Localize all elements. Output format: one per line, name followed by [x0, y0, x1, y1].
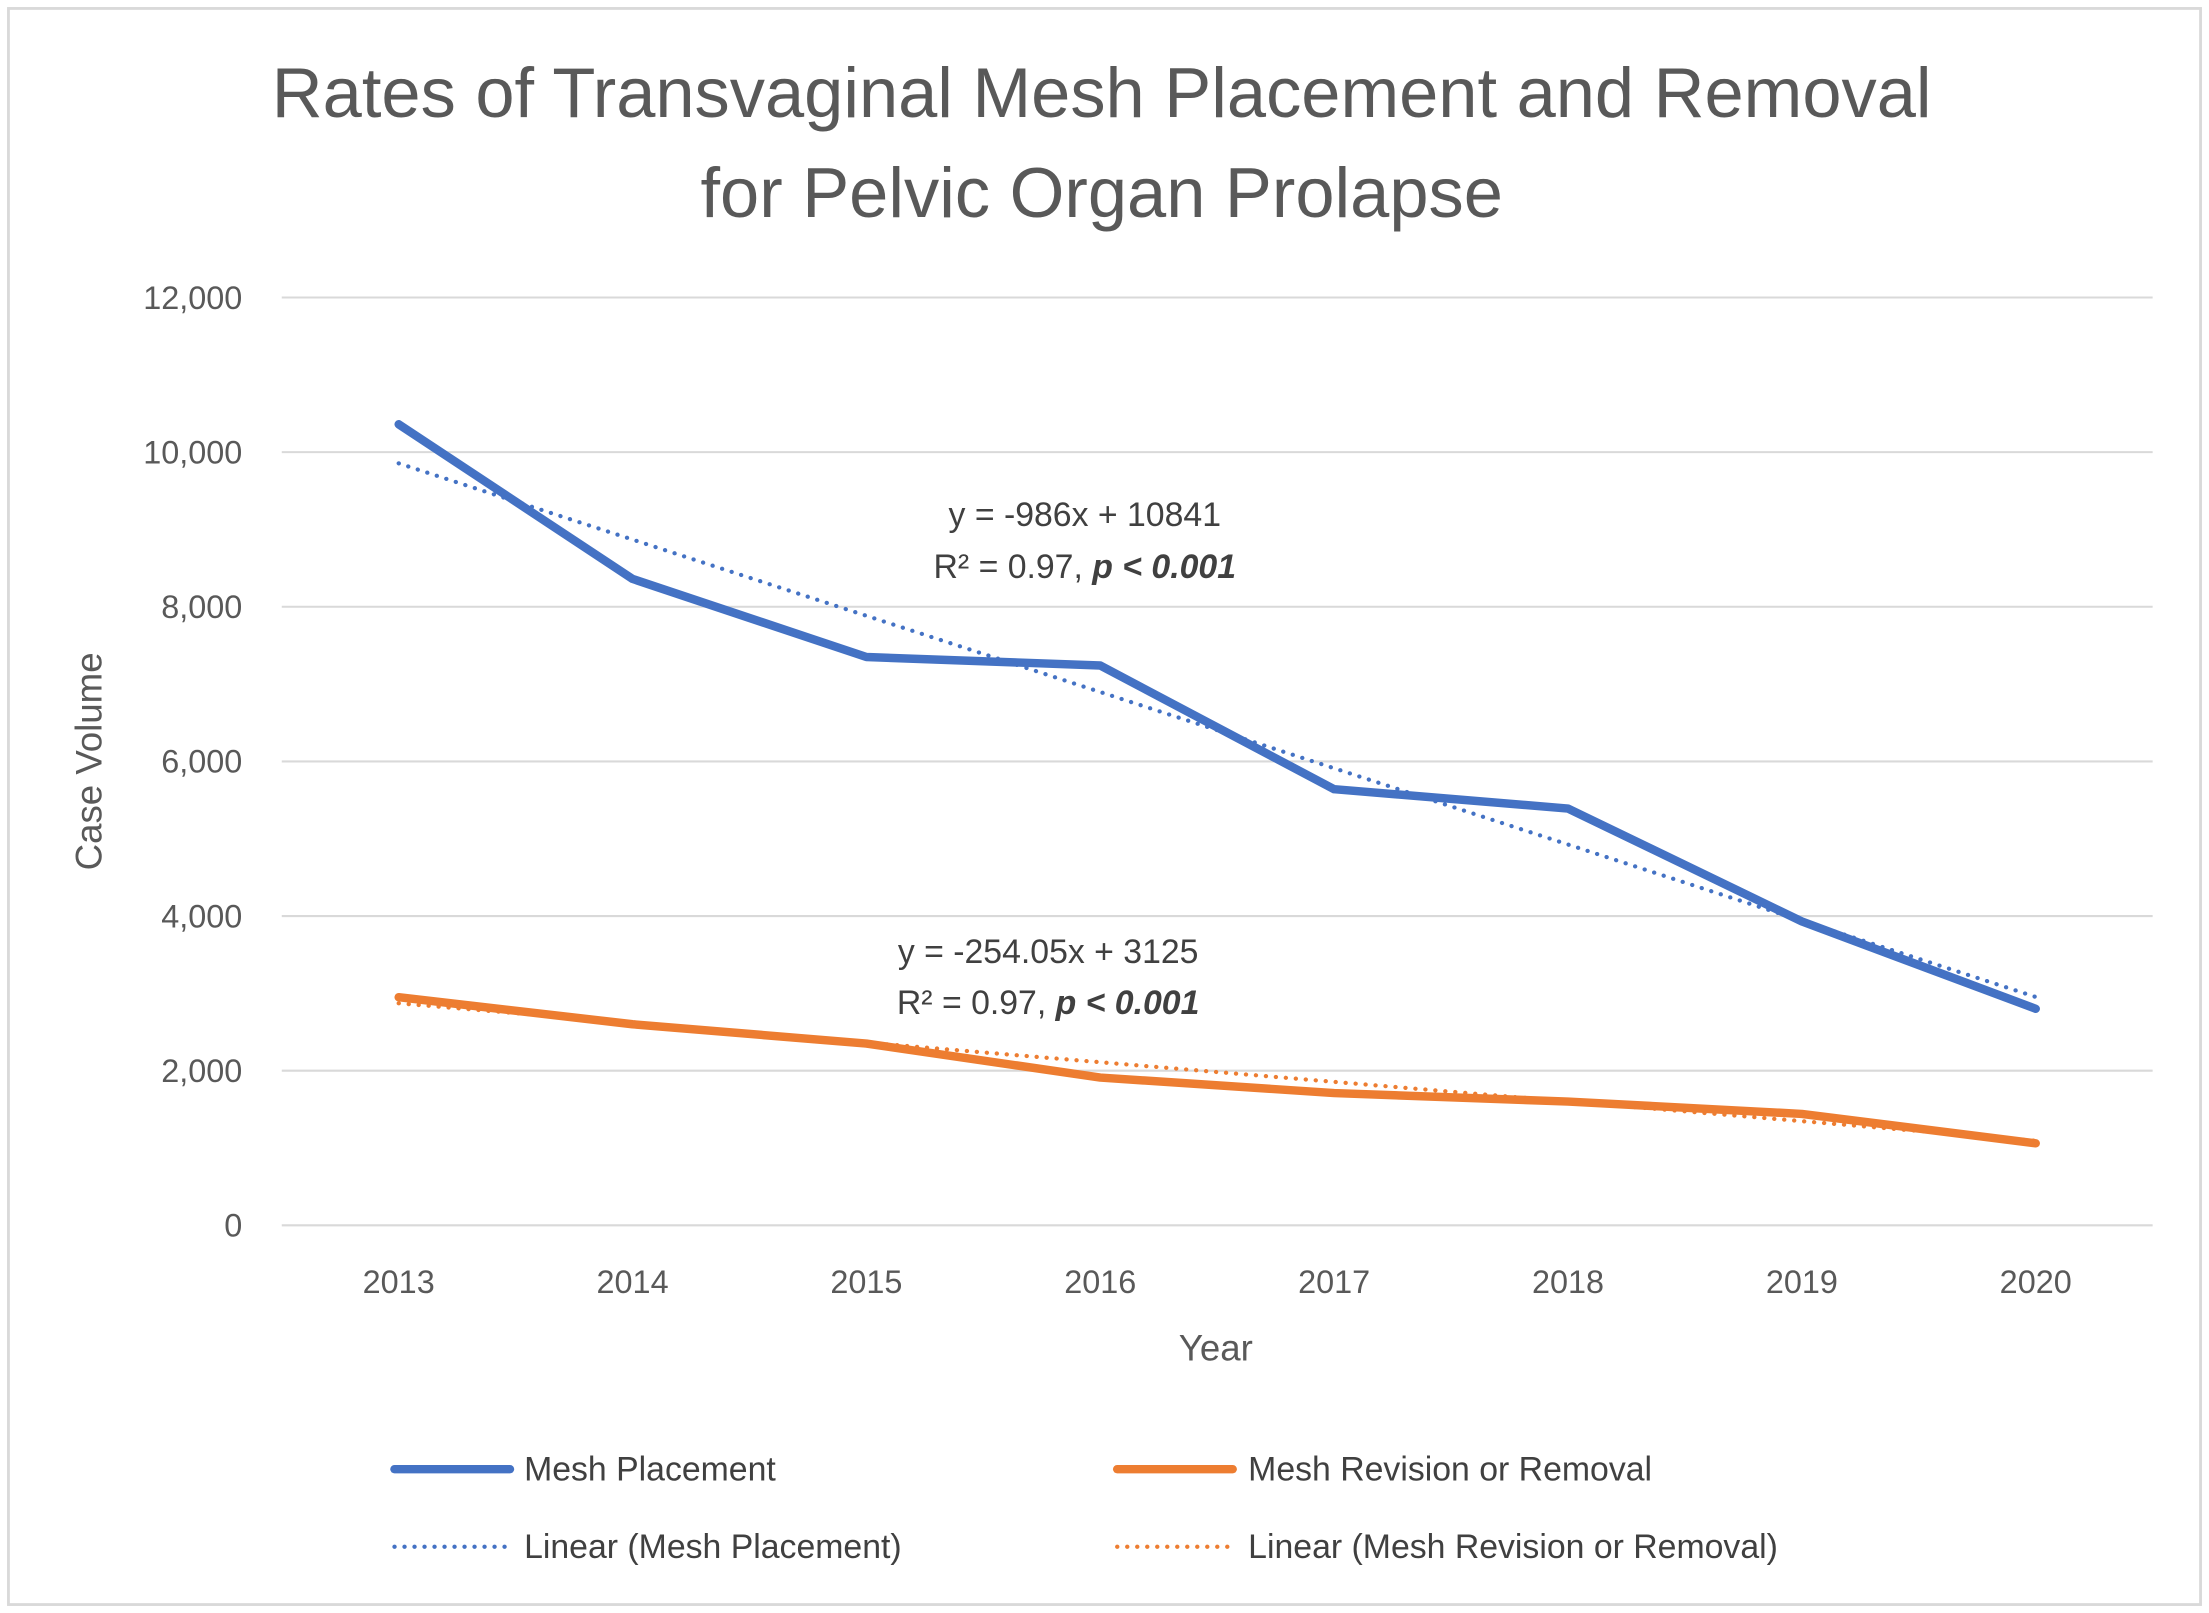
x-tick-label: 2013 [363, 1264, 435, 1300]
y-tick-label: 0 [224, 1208, 242, 1244]
legend-label-mesh-removal: Mesh Revision or Removal [1248, 1450, 1652, 1488]
series-lines [394, 420, 2040, 1148]
y-tick-labels: 0 2,000 4,000 6,000 8,000 10,000 12,000 [143, 280, 242, 1244]
x-tick-label: 2014 [597, 1264, 669, 1300]
y-tick-label: 6,000 [161, 744, 242, 780]
legend-label-linear-mesh-placement: Linear (Mesh Placement) [524, 1528, 902, 1566]
x-tick-labels: 2013 2014 2015 2016 2017 2018 2019 2020 [363, 1264, 2072, 1300]
legend: Mesh Placement Mesh Revision or Removal … [390, 1450, 1778, 1566]
y-tick-label: 2,000 [161, 1053, 242, 1089]
y-tick-label: 12,000 [143, 280, 242, 316]
x-tick-label: 2020 [2000, 1264, 2072, 1300]
x-tick-label: 2016 [1064, 1264, 1136, 1300]
r2-text: R² = 0.97, [934, 548, 1093, 586]
p-value-text: p < 0.001 [1091, 548, 1236, 586]
annotation-mesh-removal-stats: R² = 0.97, p < 0.001 [897, 984, 1200, 1022]
gridlines [281, 296, 2153, 1227]
y-tick-label: 4,000 [161, 898, 242, 934]
legend-label-linear-mesh-removal: Linear (Mesh Revision or Removal) [1248, 1528, 1778, 1566]
annotation-mesh-placement-stats: R² = 0.97, p < 0.001 [934, 548, 1236, 586]
chart-title-line-2: for Pelvic Organ Prolapse [700, 153, 1502, 232]
y-tick-label: 10,000 [143, 434, 242, 470]
chart-border [7, 7, 2202, 1606]
chart-title-line-1: Rates of Transvaginal Mesh Placement and… [272, 53, 1932, 132]
x-tick-label: 2017 [1298, 1264, 1370, 1300]
y-axis-label: Case Volume [68, 652, 109, 870]
r2-text: R² = 0.97, [897, 984, 1056, 1022]
series-line-mesh-placement [394, 420, 2040, 1014]
x-tick-label: 2018 [1532, 1264, 1604, 1300]
series-line-mesh-removal [394, 992, 2040, 1148]
x-tick-label: 2019 [1766, 1264, 1838, 1300]
x-axis-label: Year [1179, 1328, 1253, 1369]
y-tick-label: 8,000 [161, 589, 242, 625]
trendline-mesh-removal [396, 1001, 2038, 1143]
x-tick-label: 2015 [830, 1264, 902, 1300]
legend-label-mesh-placement: Mesh Placement [524, 1450, 776, 1488]
annotation-mesh-placement-equation: y = -986x + 10841 [949, 496, 1221, 534]
annotation-mesh-removal-equation: y = -254.05x + 3125 [898, 933, 1199, 971]
p-value-text: p < 0.001 [1055, 984, 1200, 1022]
